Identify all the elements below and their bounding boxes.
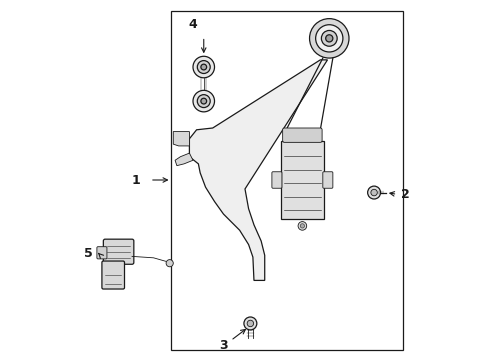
Circle shape bbox=[326, 35, 333, 42]
Circle shape bbox=[201, 98, 207, 104]
FancyBboxPatch shape bbox=[283, 128, 322, 142]
Circle shape bbox=[193, 90, 215, 112]
Polygon shape bbox=[190, 60, 327, 280]
Circle shape bbox=[201, 64, 207, 70]
Circle shape bbox=[247, 320, 254, 327]
Text: 3: 3 bbox=[219, 339, 228, 352]
Bar bbox=[281, 140, 324, 220]
Circle shape bbox=[316, 25, 343, 52]
FancyBboxPatch shape bbox=[102, 261, 124, 289]
Circle shape bbox=[166, 260, 173, 267]
Text: 4: 4 bbox=[189, 18, 197, 31]
Text: 1: 1 bbox=[131, 174, 140, 186]
Circle shape bbox=[197, 60, 210, 73]
Circle shape bbox=[298, 222, 307, 230]
FancyBboxPatch shape bbox=[323, 172, 333, 188]
Circle shape bbox=[321, 31, 337, 46]
Text: 5: 5 bbox=[84, 247, 93, 260]
Circle shape bbox=[371, 189, 377, 196]
Bar bbox=[172, 12, 403, 350]
Text: 2: 2 bbox=[401, 188, 410, 201]
Circle shape bbox=[197, 95, 210, 108]
FancyBboxPatch shape bbox=[97, 247, 107, 259]
Circle shape bbox=[244, 317, 257, 330]
Circle shape bbox=[368, 186, 381, 199]
FancyBboxPatch shape bbox=[272, 172, 282, 188]
FancyBboxPatch shape bbox=[103, 239, 134, 264]
Polygon shape bbox=[175, 153, 193, 166]
Polygon shape bbox=[173, 132, 190, 146]
Circle shape bbox=[300, 224, 304, 228]
Circle shape bbox=[310, 19, 349, 58]
Circle shape bbox=[193, 56, 215, 78]
